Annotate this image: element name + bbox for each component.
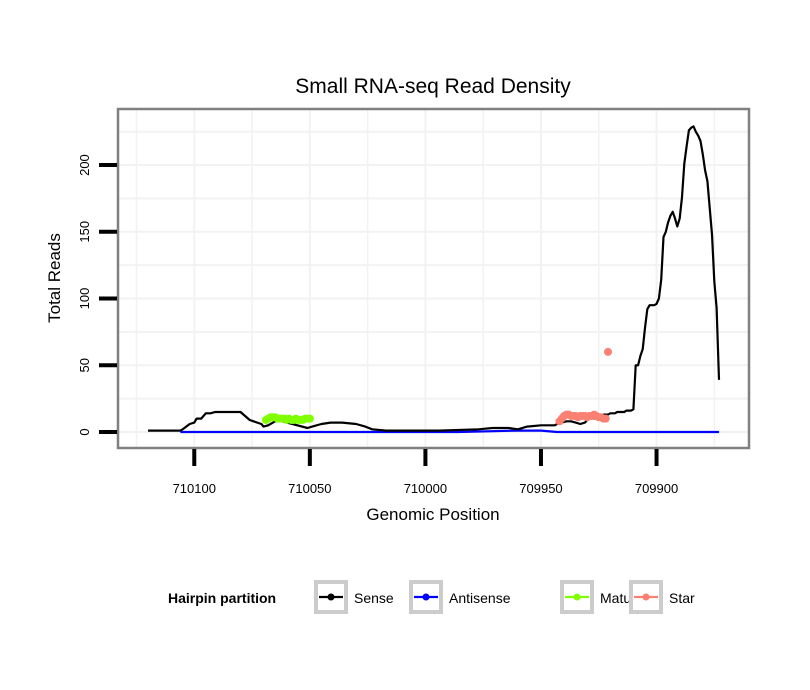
- legend-key-point: [327, 593, 335, 601]
- x-tick-label: 710100: [173, 481, 216, 496]
- legend-entry-sense: Sense: [314, 580, 394, 614]
- data-series: [148, 125, 721, 434]
- legend-key-point: [422, 593, 430, 601]
- legend-key-point: [642, 593, 650, 601]
- series-star: [555, 347, 613, 426]
- data-point-star: [604, 347, 613, 356]
- x-tick-label: 710000: [404, 481, 447, 496]
- legend-label: Sense: [354, 590, 394, 606]
- y-tick-label: 50: [77, 358, 92, 372]
- legend-entry-star: Star: [629, 580, 695, 614]
- y-tick-label: 200: [77, 154, 92, 176]
- y-tick-label: 0: [77, 428, 92, 435]
- legend-key-point: [573, 593, 581, 601]
- y-axis: 0 50 100 150 200: [77, 154, 117, 436]
- x-tick-label: 709950: [519, 481, 562, 496]
- legend: Hairpin partition Sense Antisense Mature St…: [168, 580, 695, 614]
- series-antisense: [180, 429, 719, 434]
- legend-label: Antisense: [449, 590, 511, 606]
- series-mature: [261, 413, 314, 424]
- plot-panel: [116, 107, 751, 450]
- panel-background: [118, 109, 749, 448]
- x-tick-label: 709900: [635, 481, 678, 496]
- chart-title: Small RNA-seq Read Density: [295, 75, 571, 98]
- legend-entry-antisense: Antisense: [409, 580, 511, 614]
- data-point-mature: [305, 414, 314, 423]
- x-axis: 710100 710050 710000 709950 709900: [173, 449, 678, 496]
- legend-title: Hairpin partition: [168, 590, 276, 606]
- y-tick-label: 150: [77, 221, 92, 243]
- y-axis-title: Total Reads: [45, 233, 64, 323]
- x-tick-label: 710050: [288, 481, 331, 496]
- legend-label: Star: [669, 590, 695, 606]
- y-tick-label: 100: [77, 288, 92, 310]
- series-line-antisense: [180, 429, 719, 434]
- x-axis-title: Genomic Position: [366, 505, 499, 524]
- data-point-star: [601, 414, 610, 423]
- panel-border: [116, 107, 751, 450]
